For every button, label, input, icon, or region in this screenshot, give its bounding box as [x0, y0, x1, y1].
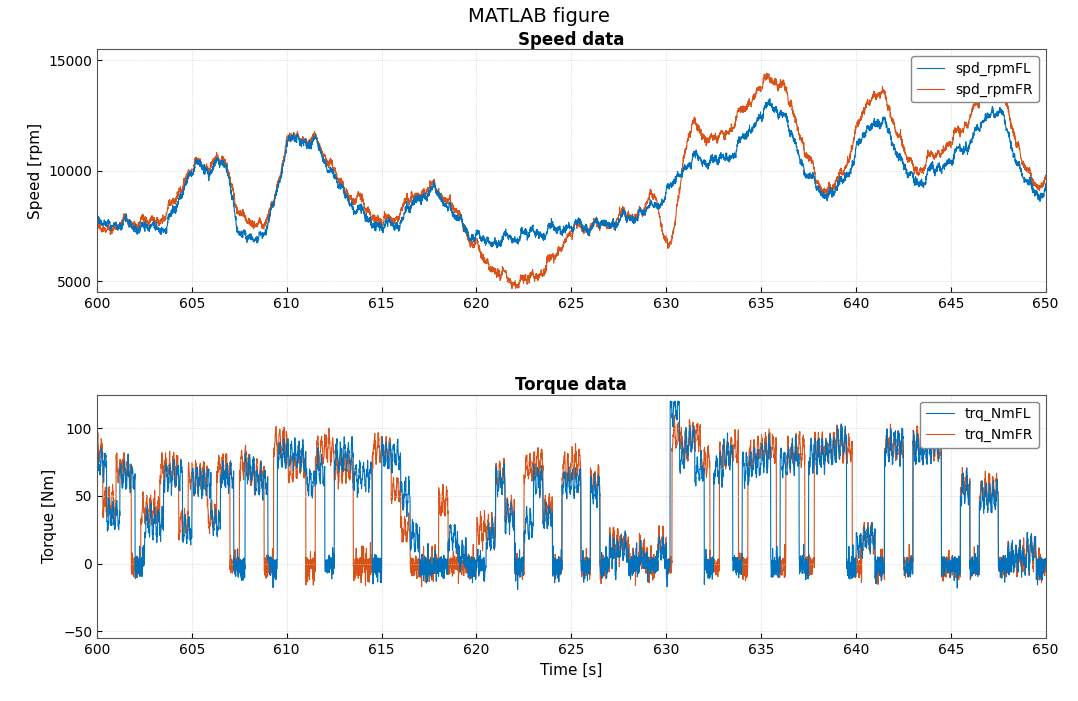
trq_NmFR	[946, 565, 959, 573]
spd_rpmFL	[1039, 184, 1052, 193]
trq_NmFR	[747, 446, 760, 454]
spd_rpmFR	[971, 100, 984, 108]
trq_NmFL	[549, 564, 562, 573]
spd_rpmFL	[747, 123, 760, 131]
trq_NmFL	[664, 397, 677, 406]
spd_rpmFR	[747, 93, 760, 102]
spd_rpmFL	[276, 162, 289, 170]
trq_NmFL	[91, 447, 103, 456]
trq_NmFR	[1039, 566, 1052, 574]
X-axis label: Time [s]: Time [s]	[540, 662, 603, 677]
trq_NmFR	[978, 497, 991, 505]
spd_rpmFL	[971, 123, 984, 131]
trq_NmFL	[1039, 560, 1052, 569]
spd_rpmFL	[763, 95, 776, 103]
trq_NmFR	[415, 583, 428, 591]
trq_NmFL	[747, 459, 760, 468]
spd_rpmFL	[978, 117, 991, 125]
trq_NmFR	[276, 433, 289, 441]
spd_rpmFL	[91, 214, 103, 222]
trq_NmFL	[946, 567, 959, 576]
Line: spd_rpmFR: spd_rpmFR	[97, 73, 1046, 288]
Y-axis label: Speed [rpm]: Speed [rpm]	[28, 123, 43, 219]
spd_rpmFL	[490, 244, 503, 252]
spd_rpmFR	[978, 90, 991, 98]
Line: trq_NmFL: trq_NmFL	[97, 402, 1046, 590]
spd_rpmFR	[91, 217, 103, 225]
Line: spd_rpmFL: spd_rpmFL	[97, 99, 1046, 248]
Title: Torque data: Torque data	[515, 376, 627, 395]
Title: Speed data: Speed data	[519, 31, 624, 49]
trq_NmFL	[276, 454, 289, 462]
trq_NmFR	[971, 568, 984, 576]
trq_NmFR	[549, 550, 562, 558]
spd_rpmFR	[1039, 171, 1052, 179]
Y-axis label: Torque [Nm]: Torque [Nm]	[42, 469, 57, 564]
Legend: spd_rpmFL, spd_rpmFR: spd_rpmFL, spd_rpmFR	[911, 56, 1039, 102]
spd_rpmFL	[946, 156, 959, 165]
spd_rpmFR	[549, 251, 562, 259]
spd_rpmFR	[509, 284, 522, 292]
trq_NmFL	[511, 585, 524, 594]
spd_rpmFR	[946, 135, 959, 144]
Legend: trq_NmFL, trq_NmFR: trq_NmFL, trq_NmFR	[921, 402, 1039, 448]
Text: MATLAB figure: MATLAB figure	[468, 7, 610, 26]
trq_NmFL	[971, 571, 984, 579]
trq_NmFR	[667, 411, 680, 420]
trq_NmFR	[91, 431, 103, 440]
trq_NmFL	[978, 501, 991, 510]
spd_rpmFR	[761, 69, 774, 77]
spd_rpmFR	[276, 158, 289, 167]
Line: trq_NmFR: trq_NmFR	[97, 416, 1046, 587]
spd_rpmFL	[549, 226, 562, 234]
